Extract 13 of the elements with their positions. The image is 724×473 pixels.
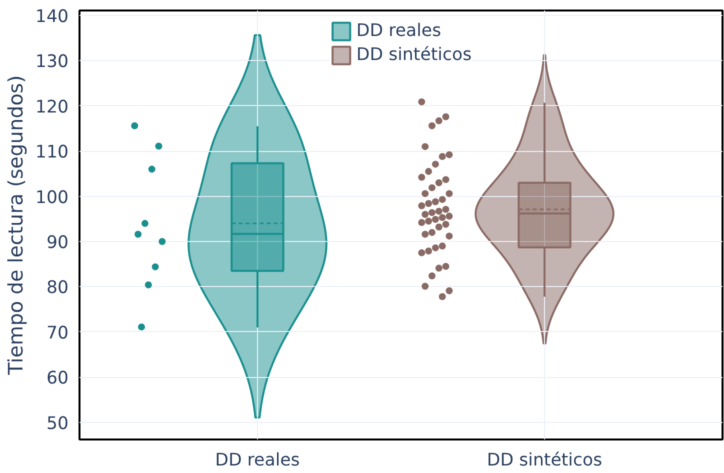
y-tick-label: 140 [35,6,69,27]
y-axis-title: Tiempo de lectura (segundos) [3,75,28,376]
y-tick-label: 120 [35,97,69,118]
y-tick-label: 90 [46,233,69,253]
y-tick-label: 60 [46,368,69,389]
y-tick-label: 70 [46,323,69,344]
y-tick-label: 100 [35,188,69,208]
y-tick-label: 110 [35,142,69,163]
y-tick-label: 80 [46,278,69,298]
legend-label: DD sintéticos [356,45,472,65]
legend-label: DD reales [356,21,442,41]
y-tick-label: 130 [35,52,69,72]
y-tick-label: 50 [46,414,69,434]
